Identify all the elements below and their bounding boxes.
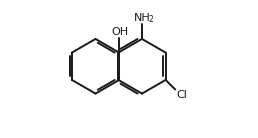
Text: Cl: Cl: [176, 90, 187, 100]
Text: 2: 2: [149, 15, 153, 24]
Text: NH: NH: [134, 13, 150, 23]
Text: OH: OH: [111, 27, 129, 37]
